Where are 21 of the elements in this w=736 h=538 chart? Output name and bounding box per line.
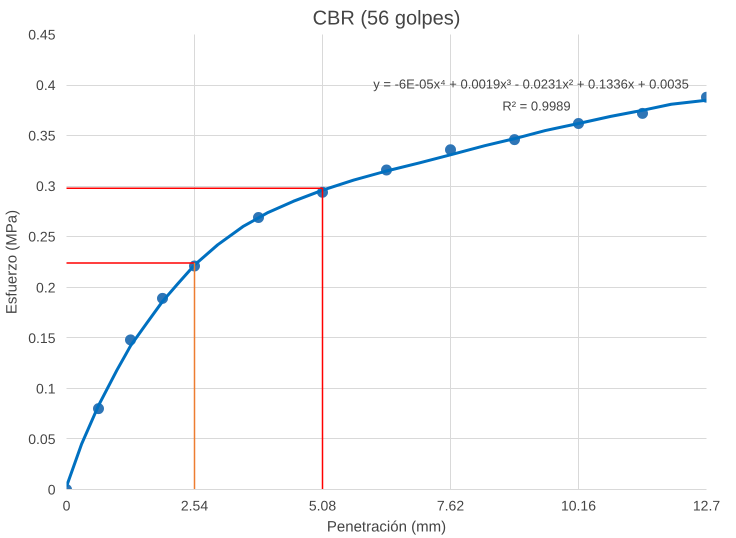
y-tick-label: 0.1 [36,380,56,396]
y-tick-label: 0.35 [28,128,56,144]
y-tick-label: 0.05 [28,430,56,447]
y-tick-label: 0.45 [28,26,56,42]
y-tick-label: 0.3 [36,178,56,194]
annotation: y = -6E-05x⁴ + 0.0019x³ - 0.0231x² + 0.1336x + 0.0035 [373,76,689,92]
annotation: R² = 0.9989 [502,98,571,114]
y-tick-label: 0.15 [28,330,56,346]
y-axis-title: Esfuerzo (MPa) [3,210,20,314]
y-tick-label: 0.2 [36,279,56,296]
y-tick-label: 0.25 [28,228,56,245]
x-tick-label: 5.08 [308,498,336,514]
x-tick-label: 2.54 [180,498,208,514]
x-tick-label: 0 [62,498,71,514]
chart-title: CBR (56 golpes) [312,8,460,30]
y-tick-label: 0 [48,482,56,498]
x-axis-title: Penetración (mm) [326,518,446,536]
x-tick-label: 7.62 [436,498,464,514]
x-tick-label: 10.16 [560,498,596,514]
x-tick-label: 12.7 [692,498,720,514]
y-tick-label: 0.4 [36,77,56,94]
